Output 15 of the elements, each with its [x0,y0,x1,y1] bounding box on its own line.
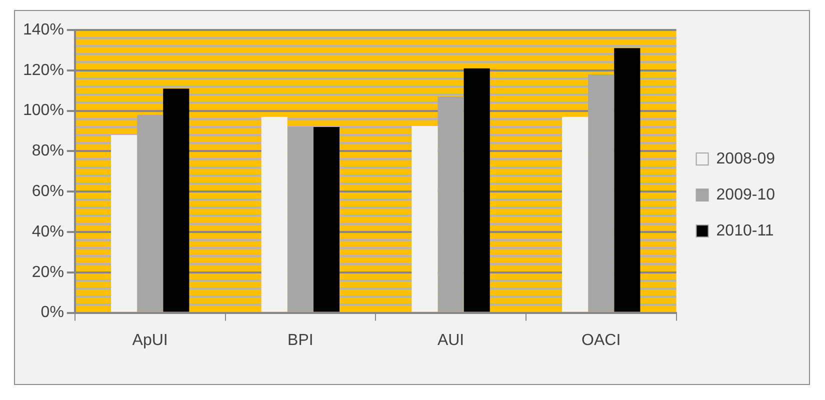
x-tick-label: OACI [582,332,621,349]
legend-label: 2008-09 [716,150,776,168]
y-tick-label: 100% [23,102,64,120]
legend-label: 2009-10 [716,186,776,204]
y-tick-label: 60% [32,183,64,200]
y-tick-label: 80% [32,142,64,160]
y-tick-label: 20% [32,264,64,281]
x-tick-label: AUI [437,332,464,349]
y-tick-label: 120% [23,62,64,79]
y-tick-label: 0% [40,304,64,322]
x-tick-label: ApUI [132,332,168,349]
x-tick-label: BPI [288,332,314,349]
y-tick-label: 140% [23,21,64,38]
y-tick-label: 40% [32,223,64,240]
legend-label: 2010-11 [716,222,774,240]
